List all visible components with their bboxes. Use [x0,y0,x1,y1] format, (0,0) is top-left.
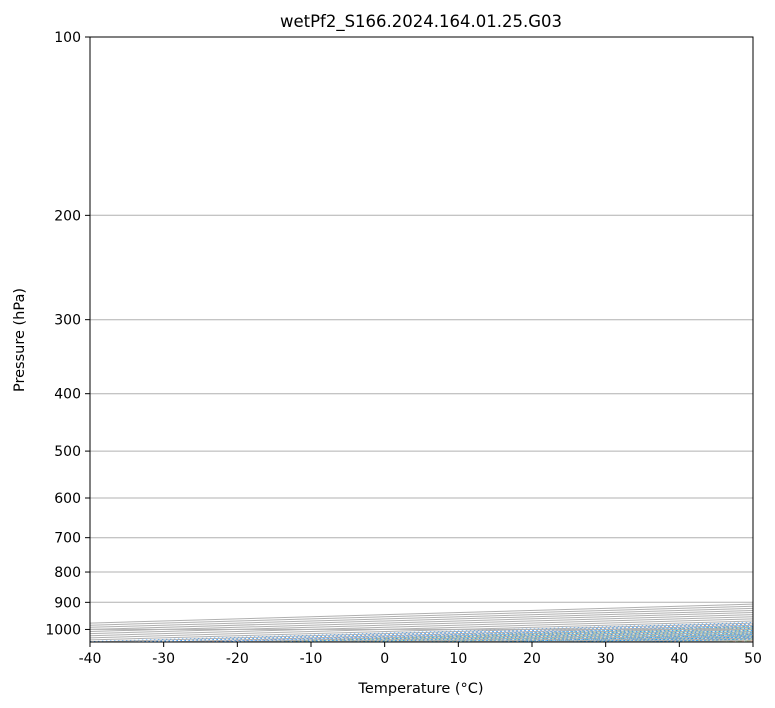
y-tick-label: 800 [54,565,81,581]
y-tick-label: 300 [54,313,81,329]
y-axis: 100 200 300 400 500 600 700 800 900 1000 [45,30,90,638]
y-tick-label: 700 [54,531,81,547]
y-tick-label: 100 [54,30,81,46]
x-tick-label: -30 [152,651,175,667]
x-tick-label: 0 [380,651,389,667]
x-tick-label: -20 [226,651,249,667]
y-tick-label: 400 [54,387,81,403]
x-tick-label: 50 [744,651,762,667]
chart-title: wetPf2_S166.2024.164.01.25.G03 [280,12,562,32]
y-axis-label: Pressure (hPa) [12,288,28,392]
x-tick-label: 10 [449,651,467,667]
y-tick-label: 200 [54,208,81,224]
plot-frame [89,36,754,643]
x-tick-label: 30 [597,651,615,667]
x-axis-label: Temperature (°C) [357,681,483,697]
x-tick-label: 40 [670,651,688,667]
x-tick-label: -10 [300,651,323,667]
x-tick-label: 20 [523,651,541,667]
y-tick-label: 1000 [45,622,81,638]
y-tick-label: 600 [54,491,81,507]
x-axis: -40 -30 -20 -10 0 10 20 30 40 50 [79,642,762,667]
plot-area [90,37,753,642]
y-tick-label: 500 [54,444,81,460]
grid [90,37,753,642]
x-tick-label: -40 [79,651,102,667]
y-tick-label: 900 [54,595,81,611]
